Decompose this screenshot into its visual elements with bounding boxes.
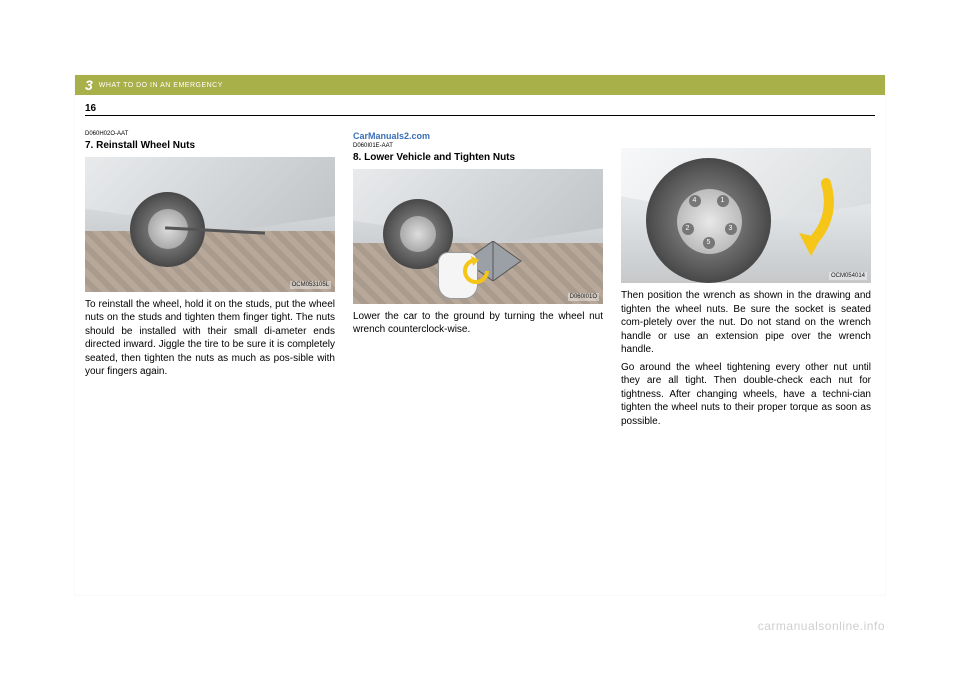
content-columns: D060H02O-AAT 7. Reinstall Wheel Nuts OCM… — [85, 130, 875, 432]
step-heading: 7. Reinstall Wheel Nuts — [85, 139, 335, 153]
tighten-arrow-icon — [781, 178, 836, 258]
step-body: Then position the wrench as shown in the… — [621, 289, 871, 357]
reference-code: D060H02O-AAT — [85, 130, 335, 138]
lugnut-label: 3 — [725, 223, 737, 235]
watermark-link: CarManuals2.com — [353, 130, 603, 142]
illustration-tag: D060I01O — [568, 293, 599, 301]
lugnut-label: 5 — [703, 237, 715, 249]
illustration-tag: OCM054014 — [829, 272, 867, 280]
step-body: Go around the wheel tightening every oth… — [621, 361, 871, 429]
wheel-hub — [400, 216, 436, 252]
section-header-band: 3 WHAT TO DO IN AN EMERGENCY — [75, 75, 885, 95]
step-heading: 8. Lower Vehicle and Tighten Nuts — [353, 151, 603, 165]
section-title: WHAT TO DO IN AN EMERGENCY — [99, 82, 223, 89]
step-body: To reinstall the wheel, hold it on the s… — [85, 298, 335, 379]
page-number: 16 — [85, 103, 96, 114]
column-1: D060H02O-AAT 7. Reinstall Wheel Nuts OCM… — [85, 130, 335, 432]
illustration-tag: OCM053105L — [290, 281, 331, 289]
column-2: CarManuals2.com D060I01E-AAT 8. Lower Ve… — [353, 130, 603, 432]
column-3: 1 3 5 2 4 OCM054014 Then position the wr… — [621, 130, 871, 432]
lugnut-label: 1 — [717, 195, 729, 207]
header-rule — [85, 115, 875, 116]
reference-code: D060I01E-AAT — [353, 142, 603, 150]
car-body-shape — [85, 157, 335, 231]
footer-watermark: carmanualsonline.info — [758, 619, 885, 633]
manual-page: 3 WHAT TO DO IN AN EMERGENCY 16 D060H02O… — [75, 75, 885, 595]
step-body: Lower the car to the ground by turning t… — [353, 310, 603, 337]
lugnut-label: 2 — [682, 223, 694, 235]
illustration-lower-vehicle: D060I01O — [353, 169, 603, 304]
lugnut-label: 4 — [689, 195, 701, 207]
illustration-reinstall-nuts: OCM053105L — [85, 157, 335, 292]
section-number: 3 — [85, 77, 93, 93]
wheel-hub: 1 3 5 2 4 — [677, 189, 742, 254]
spacer — [621, 130, 871, 148]
illustration-tighten-sequence: 1 3 5 2 4 OCM054014 — [621, 148, 871, 283]
wheel-graphic: 1 3 5 2 4 — [646, 158, 771, 283]
counterclockwise-arrow-icon — [461, 256, 491, 286]
